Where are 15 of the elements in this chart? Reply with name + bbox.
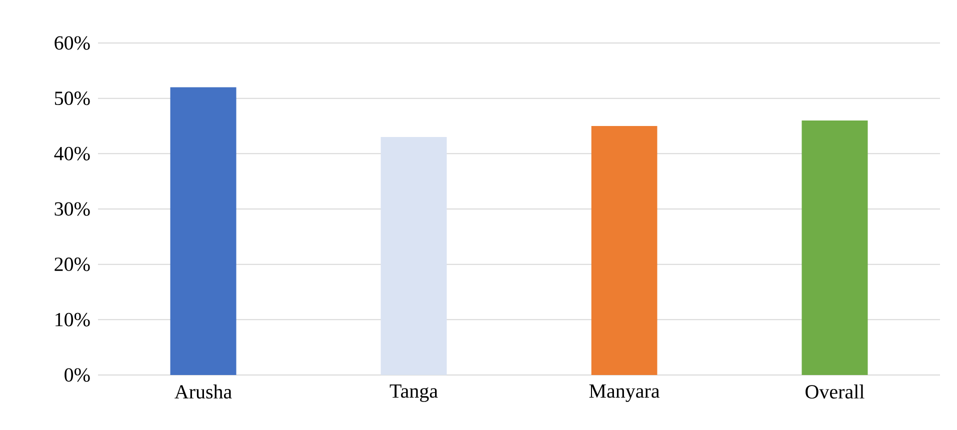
y-tick-label: 0% — [64, 368, 90, 382]
x-tick-label: Overall — [806, 384, 864, 399]
y-tick-label: 30% — [54, 202, 90, 216]
bar — [591, 126, 658, 375]
bar — [170, 87, 236, 375]
x-tick-label: Arusha — [174, 384, 232, 399]
y-tick-label: 10% — [56, 312, 90, 326]
y-tick-label: 50% — [54, 92, 90, 106]
x-tick-label: Manyara — [589, 384, 660, 402]
y-tick-label: 40% — [54, 146, 90, 160]
y-tick-label: 60% — [54, 36, 90, 50]
x-tick-label: Tanga — [390, 384, 438, 402]
bar — [380, 137, 447, 375]
bar — [802, 120, 868, 375]
y-tick-label: 20% — [54, 258, 90, 272]
